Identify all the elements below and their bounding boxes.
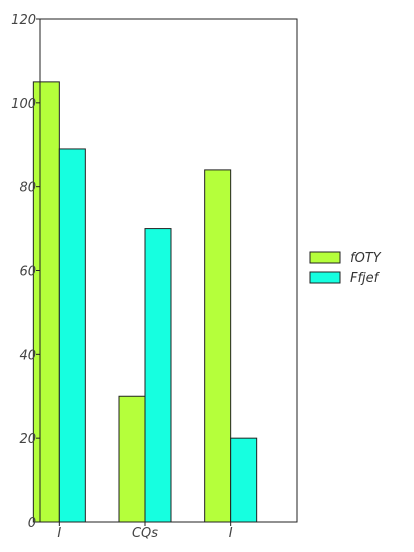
y-axis: 0 20 40 60 80 100 120 (11, 13, 40, 531)
bar-Ffjef-0 (58, 148, 86, 523)
bars-group (32, 81, 258, 523)
legend: fOTY Ffjef (309, 251, 382, 286)
y-tick-label: 60 (19, 265, 36, 280)
x-axis: I CQs I (57, 522, 233, 541)
legend-label: Ffjef (350, 271, 381, 286)
y-tick-label: 0 (28, 516, 36, 531)
legend-swatch (309, 251, 341, 264)
bar-Ffjef-1 (144, 228, 172, 523)
legend-swatch (309, 271, 341, 284)
y-tick-label: 20 (19, 432, 36, 447)
y-tick-label: 100 (11, 97, 36, 112)
bar-fOTY-2 (204, 169, 232, 523)
bar-fOTY-0 (32, 81, 60, 523)
legend-label: fOTY (350, 251, 382, 266)
bar-fOTY-1 (118, 395, 146, 523)
x-tick-label: I (57, 526, 61, 541)
bar-Ffjef-2 (230, 437, 258, 523)
x-tick-label: CQs (132, 526, 158, 541)
y-tick-label: 120 (11, 13, 36, 28)
x-tick-label: I (229, 526, 233, 541)
y-tick-label: 80 (19, 181, 36, 196)
y-tick-label: 40 (19, 348, 36, 363)
